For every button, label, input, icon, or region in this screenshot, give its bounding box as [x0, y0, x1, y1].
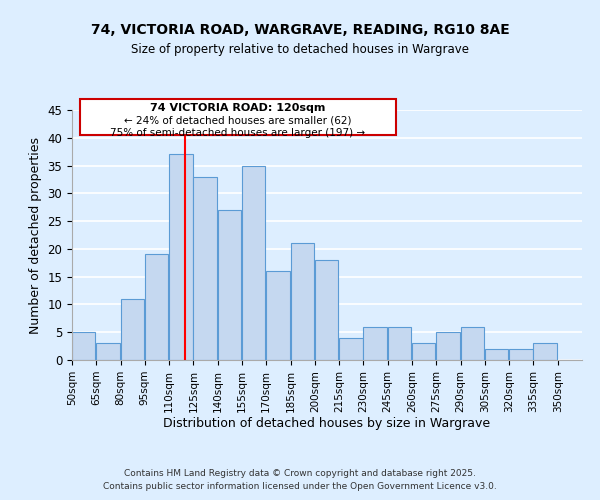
- Bar: [266, 271, 290, 360]
- Text: Size of property relative to detached houses in Wargrave: Size of property relative to detached ho…: [131, 42, 469, 56]
- X-axis label: Distribution of detached houses by size in Wargrave: Distribution of detached houses by size …: [163, 418, 491, 430]
- Bar: [290, 244, 314, 360]
- Text: Contains public sector information licensed under the Open Government Licence v3: Contains public sector information licen…: [103, 482, 497, 491]
- Bar: [145, 254, 169, 360]
- Bar: [412, 344, 436, 360]
- Y-axis label: Number of detached properties: Number of detached properties: [29, 136, 42, 334]
- Bar: [72, 332, 95, 360]
- Text: 74 VICTORIA ROAD: 120sqm: 74 VICTORIA ROAD: 120sqm: [150, 104, 326, 114]
- Text: 74, VICTORIA ROAD, WARGRAVE, READING, RG10 8AE: 74, VICTORIA ROAD, WARGRAVE, READING, RG…: [91, 22, 509, 36]
- Bar: [509, 349, 533, 360]
- Bar: [364, 326, 387, 360]
- Bar: [169, 154, 193, 360]
- Bar: [533, 344, 557, 360]
- Bar: [218, 210, 241, 360]
- Text: Contains HM Land Registry data © Crown copyright and database right 2025.: Contains HM Land Registry data © Crown c…: [124, 468, 476, 477]
- Bar: [339, 338, 362, 360]
- Text: ← 24% of detached houses are smaller (62): ← 24% of detached houses are smaller (62…: [124, 116, 352, 126]
- Text: 75% of semi-detached houses are larger (197) →: 75% of semi-detached houses are larger (…: [110, 128, 365, 138]
- Bar: [121, 299, 144, 360]
- Bar: [193, 176, 217, 360]
- FancyBboxPatch shape: [80, 99, 396, 135]
- Bar: [388, 326, 411, 360]
- Bar: [461, 326, 484, 360]
- Bar: [436, 332, 460, 360]
- Bar: [242, 166, 265, 360]
- Bar: [96, 344, 120, 360]
- Bar: [315, 260, 338, 360]
- Bar: [485, 349, 508, 360]
